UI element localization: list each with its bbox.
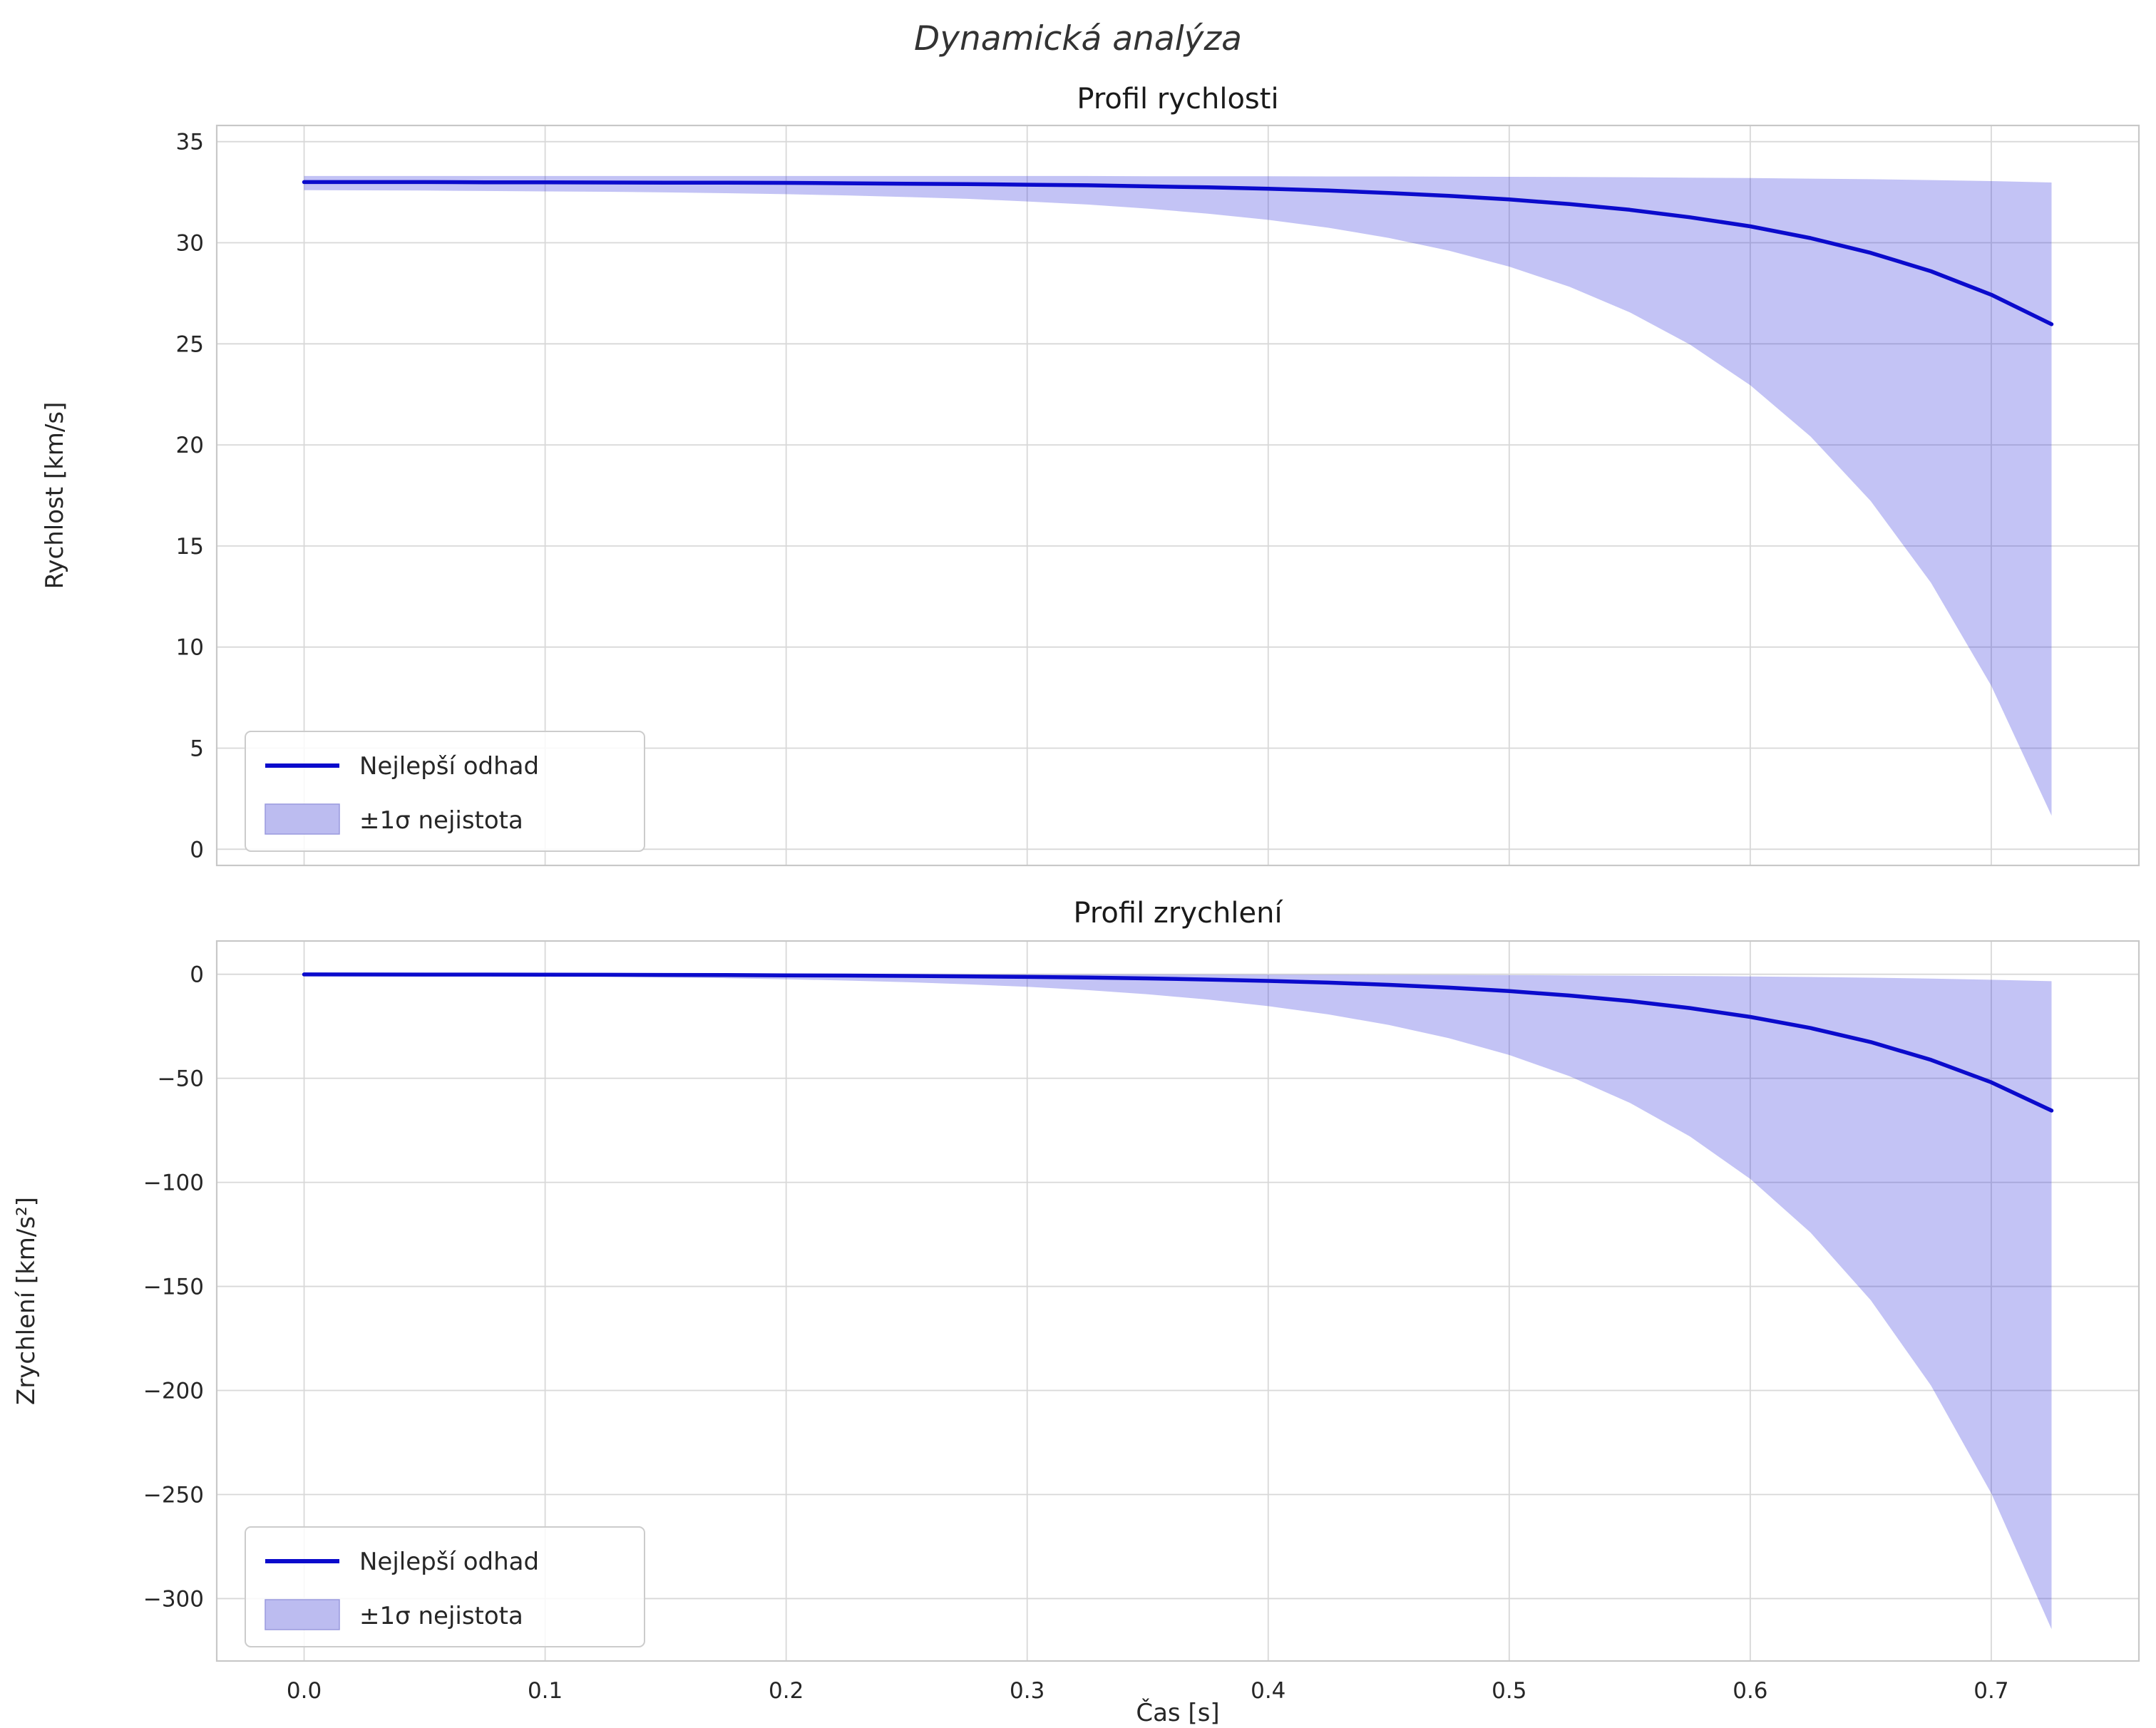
legend: Nejlepší odhad ±1σ nejistota <box>245 1526 645 1647</box>
acceleration-chart-title: Profil zrychlení <box>1073 897 1283 930</box>
y-tick-label: 25 <box>176 331 204 357</box>
best-estimate-line <box>302 972 2054 1113</box>
y-tick-label: −250 <box>143 1482 204 1508</box>
legend-label-band: ±1σ nejistota <box>359 1602 523 1630</box>
x-tick-label: 0.2 <box>769 1678 804 1704</box>
velocity-ylabel: Rychlost [km/s] <box>41 402 69 590</box>
legend: Nejlepší odhad ±1σ nejistota <box>245 731 645 852</box>
y-tick-label: −50 <box>158 1066 204 1092</box>
x-tick-label: 0.0 <box>287 1678 322 1704</box>
x-tick-label: 0.1 <box>528 1678 563 1704</box>
y-tick-label: 35 <box>176 130 204 155</box>
y-tick-label: 10 <box>176 635 204 661</box>
figure-title: Dynamická analýza <box>914 19 1242 58</box>
y-tick-label: −200 <box>143 1379 204 1404</box>
y-tick-label: 5 <box>190 736 204 762</box>
y-tick-label: 0 <box>190 962 204 988</box>
x-tick-label: 0.7 <box>1973 1678 2008 1704</box>
y-tick-label: −300 <box>143 1586 204 1612</box>
x-tick-label: 0.3 <box>1010 1678 1044 1704</box>
velocity-chart-title: Profil rychlosti <box>1077 83 1278 115</box>
acceleration-plot-area: 0 −50 −100 −150 −200 −250 −300 0.0 0.1 0.2 0.3 0.4 0… <box>143 940 2140 1704</box>
legend-label-band: ±1σ nejistota <box>359 806 523 835</box>
acceleration-ylabel: Zrychlení [km/s²] <box>12 1197 41 1405</box>
velocity-plot-area: 0 5 10 15 20 25 30 35 Nejlepší odhad ±1σ nejistot… <box>176 124 2140 867</box>
y-tick-label: −100 <box>143 1171 204 1196</box>
y-tick-label: −150 <box>143 1275 204 1300</box>
y-tick-label: 20 <box>176 433 204 458</box>
y-tick-label: 0 <box>190 837 204 863</box>
y-tick-label: 30 <box>176 230 204 256</box>
best-estimate-line <box>302 180 2054 326</box>
axes-frame <box>215 940 2140 1662</box>
y-tick-label: 15 <box>176 534 204 560</box>
legend-band-sample <box>265 1599 340 1630</box>
legend-band-sample <box>265 803 340 835</box>
x-tick-label: 0.6 <box>1732 1678 1767 1704</box>
axes-frame <box>215 124 2140 867</box>
x-tick-label: 0.4 <box>1251 1678 1285 1704</box>
legend-label-line: Nejlepší odhad <box>359 1548 539 1576</box>
legend-box <box>245 731 645 852</box>
x-tick-label: 0.5 <box>1492 1678 1526 1704</box>
uncertainty-band <box>304 974 2052 1630</box>
legend-box <box>245 1526 645 1647</box>
legend-label-line: Nejlepší odhad <box>359 752 539 781</box>
x-axis-label: Čas [s] <box>1136 1698 1219 1727</box>
uncertainty-band <box>304 175 2052 816</box>
